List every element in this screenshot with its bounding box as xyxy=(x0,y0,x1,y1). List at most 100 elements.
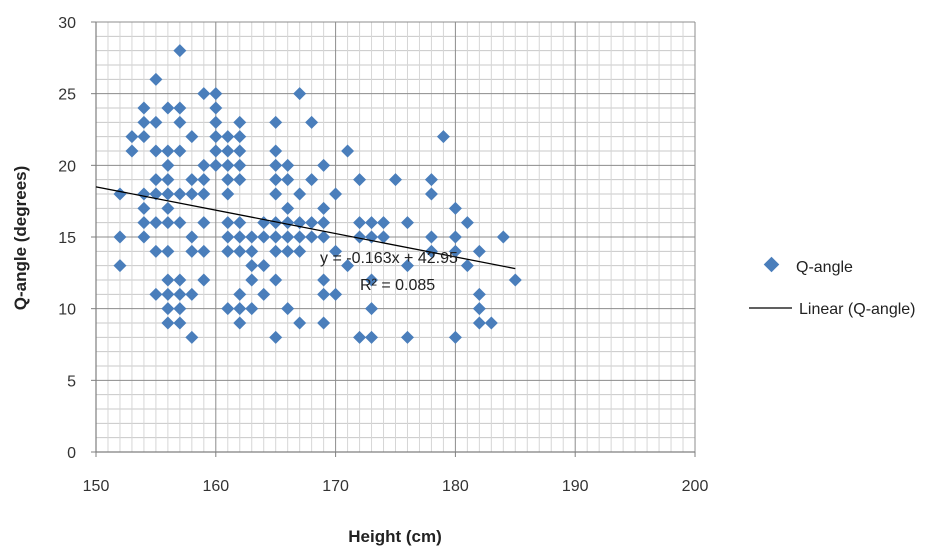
data-point-diamond xyxy=(233,287,247,301)
x-axis-title: Height (cm) xyxy=(348,527,442,546)
data-point-diamond xyxy=(197,244,211,258)
data-point-diamond xyxy=(113,259,127,273)
data-point-diamond xyxy=(113,230,127,244)
data-point-diamond xyxy=(161,158,175,172)
data-point-diamond xyxy=(185,287,199,301)
data-point-diamond xyxy=(293,187,307,201)
data-point-diamond xyxy=(149,144,163,158)
data-point-diamond xyxy=(365,302,379,316)
data-point-diamond xyxy=(197,273,211,287)
data-point-diamond xyxy=(149,287,163,301)
data-point-diamond xyxy=(185,187,199,201)
data-point-diamond xyxy=(233,130,247,144)
data-point-diamond xyxy=(209,144,223,158)
data-point-diamond xyxy=(245,244,259,258)
data-point-diamond xyxy=(161,201,175,215)
data-point-diamond xyxy=(233,115,247,129)
data-point-diamond xyxy=(221,130,235,144)
y-tick-label: 25 xyxy=(58,87,76,104)
data-point-diamond xyxy=(353,216,367,230)
data-point-diamond xyxy=(149,115,163,129)
data-point-diamond xyxy=(209,87,223,101)
major-gridlines xyxy=(96,21,696,452)
data-point-diamond xyxy=(233,302,247,316)
data-point-diamond xyxy=(353,330,367,344)
data-point-diamond xyxy=(353,230,367,244)
data-point-diamond xyxy=(137,101,151,115)
data-point-diamond xyxy=(221,144,235,158)
data-point-diamond xyxy=(293,230,307,244)
data-point-diamond xyxy=(365,273,379,287)
data-point-diamond xyxy=(269,158,283,172)
data-point-diamond xyxy=(305,216,319,230)
data-point-diamond xyxy=(161,287,175,301)
y-axis-title: Q-angle (degrees) xyxy=(11,166,30,311)
data-point-diamond xyxy=(281,230,295,244)
data-point-diamond xyxy=(317,316,331,330)
data-point-diamond xyxy=(197,187,211,201)
data-point-diamond xyxy=(293,244,307,258)
data-point-diamond xyxy=(281,173,295,187)
data-point-diamond xyxy=(472,287,486,301)
data-point-diamond xyxy=(400,259,414,273)
data-point-diamond xyxy=(161,216,175,230)
data-point-diamond xyxy=(341,144,355,158)
data-point-diamond xyxy=(125,130,139,144)
data-point-diamond xyxy=(197,216,211,230)
data-point-diamond xyxy=(365,216,379,230)
data-point-diamond xyxy=(221,158,235,172)
data-point-diamond xyxy=(269,330,283,344)
data-point-diamond xyxy=(149,244,163,258)
data-point-diamond xyxy=(161,316,175,330)
trendline xyxy=(95,186,516,270)
axes xyxy=(91,21,696,457)
data-point-diamond xyxy=(269,115,283,129)
data-point-diamond xyxy=(245,273,259,287)
data-point-diamond xyxy=(472,244,486,258)
data-point-diamond xyxy=(209,130,223,144)
data-point-diamond xyxy=(424,173,438,187)
data-point-diamond xyxy=(269,216,283,230)
trendline-group xyxy=(95,186,516,270)
data-point-diamond xyxy=(233,216,247,230)
data-point-diamond xyxy=(125,144,139,158)
data-point-diamond xyxy=(353,173,367,187)
data-point-diamond xyxy=(377,216,391,230)
data-point-diamond xyxy=(281,158,295,172)
data-point-diamond xyxy=(269,187,283,201)
data-point-diamond xyxy=(305,173,319,187)
data-point-diamond xyxy=(197,87,211,101)
data-point-diamond xyxy=(185,173,199,187)
data-point-diamond xyxy=(329,244,343,258)
data-point-diamond xyxy=(185,244,199,258)
data-point-diamond xyxy=(185,230,199,244)
data-point-diamond xyxy=(317,273,331,287)
data-point-diamond xyxy=(197,158,211,172)
y-tick-label: 5 xyxy=(67,373,76,390)
data-point-diamond xyxy=(173,302,187,316)
data-point-diamond xyxy=(137,130,151,144)
data-point-diamond xyxy=(233,316,247,330)
data-point-diamond xyxy=(209,101,223,115)
data-point-diamond xyxy=(269,144,283,158)
data-point-diamond xyxy=(173,316,187,330)
data-point-diamond xyxy=(365,330,379,344)
data-point-diamond xyxy=(448,201,462,215)
legend-label-q-angle: Q-angle xyxy=(796,259,853,276)
data-point-diamond xyxy=(173,273,187,287)
data-point-diamond xyxy=(221,187,235,201)
data-point-diamond xyxy=(221,173,235,187)
legend-label-linear: Linear (Q-angle) xyxy=(799,301,916,318)
data-point-diamond xyxy=(400,216,414,230)
data-point-diamond xyxy=(448,244,462,258)
data-point-diamond xyxy=(317,216,331,230)
data-point-diamond xyxy=(161,101,175,115)
y-tick-label: 30 xyxy=(58,15,76,32)
data-point-diamond xyxy=(257,287,271,301)
data-point-diamond xyxy=(269,273,283,287)
data-point-diamond xyxy=(221,244,235,258)
data-point-diamond xyxy=(508,273,522,287)
data-point-diamond xyxy=(460,216,474,230)
data-point-diamond xyxy=(305,115,319,129)
data-point-diamond xyxy=(257,230,271,244)
